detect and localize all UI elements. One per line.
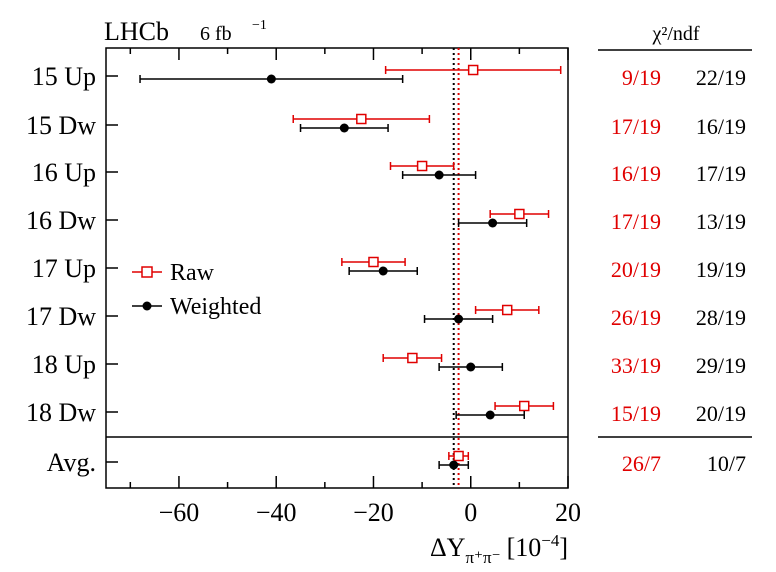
category-label: 17 Dw — [26, 302, 96, 331]
raw-point — [514, 208, 525, 220]
raw-point — [368, 256, 379, 268]
raw-point — [356, 113, 367, 125]
experiment-label: LHCb — [104, 17, 169, 46]
legend-raw-label: Raw — [170, 260, 215, 286]
x-axis-subscript: π⁺π⁻ — [465, 548, 500, 567]
chi2-weighted-value: 29/19 — [696, 353, 746, 378]
luminosity-label: 6 fb — [200, 23, 232, 45]
chi2-weighted-value: 13/19 — [696, 209, 746, 234]
chi2-raw-value: 16/19 — [611, 161, 661, 186]
legend-weighted-label: Weighted — [170, 294, 261, 320]
x-tick-label: 0 — [464, 498, 477, 527]
raw-point — [518, 400, 530, 412]
weighted-point — [434, 170, 444, 180]
category-label: Avg. — [47, 448, 96, 477]
x-axis-unit-exponent: −4 — [541, 531, 560, 550]
raw-point — [467, 64, 479, 76]
chi2-header: χ²/ndf — [651, 23, 699, 45]
chi2-raw-value: 15/19 — [611, 401, 661, 426]
x-tick-label: −40 — [256, 498, 297, 527]
x-axis-title: ΔYπ⁺π⁻ [10−4] — [430, 531, 568, 567]
legend-raw-marker — [141, 266, 153, 278]
weighted-point — [454, 314, 464, 324]
weighted-point — [488, 218, 498, 228]
legend: Raw Weighted — [132, 260, 261, 320]
chi2-raw-value: 26/7 — [622, 451, 661, 476]
x-axis-unit: [10 — [507, 533, 542, 562]
raw-series — [292, 64, 562, 462]
weighted-point — [339, 123, 349, 133]
chi2-weighted-value: 20/19 — [696, 401, 746, 426]
raw-point — [407, 352, 418, 364]
category-labels: 15 Up 15 Dw 16 Up 16 Dw 17 Up 17 Dw 18 Up 18 Dw… — [26, 62, 96, 477]
category-label: 18 Dw — [26, 398, 96, 427]
weighted-point — [266, 74, 276, 84]
chi2-weighted-value: 22/19 — [696, 65, 746, 90]
category-label: 16 Dw — [26, 206, 96, 235]
category-label: 17 Up — [32, 254, 96, 283]
weighted-point — [378, 266, 388, 276]
raw-point — [501, 304, 513, 316]
weighted-point — [466, 362, 476, 372]
chi2-weighted-value: 17/19 — [696, 161, 746, 186]
x-tick-label: −20 — [353, 498, 394, 527]
chi2-raw-value: 20/19 — [611, 257, 661, 282]
raw-point — [416, 160, 428, 172]
category-label: 18 Up — [32, 350, 96, 379]
x-tick-label: −60 — [159, 498, 200, 527]
chi2-raw-value: 26/19 — [611, 305, 661, 330]
chi2-weighted-value: 10/7 — [707, 451, 746, 476]
x-axis: −60 −40 −20 0 20 — [106, 48, 581, 527]
chi2-weighted-value: 16/19 — [696, 114, 746, 139]
category-label: 15 Dw — [26, 111, 96, 140]
chi2-column: 9/19 17/19 16/19 17/19 20/19 26/19 33/19 15/19 2… — [611, 65, 746, 476]
category-label: 16 Up — [32, 158, 96, 187]
x-axis-unit-close: ] — [559, 533, 568, 562]
legend-weighted-marker — [142, 301, 152, 311]
chi2-raw-value: 9/19 — [622, 65, 661, 90]
reference-lines — [452, 48, 460, 488]
chi2-raw-value: 33/19 — [611, 353, 661, 378]
chi2-raw-value: 17/19 — [611, 114, 661, 139]
weighted-point — [449, 460, 459, 470]
x-tick-label: 20 — [555, 498, 581, 527]
chi2-weighted-value: 28/19 — [696, 305, 746, 330]
chi2-weighted-value: 19/19 — [696, 257, 746, 282]
category-label: 15 Up — [32, 62, 96, 91]
weighted-series — [139, 74, 528, 470]
luminosity-exponent: −1 — [252, 18, 267, 33]
weighted-point — [485, 410, 495, 420]
x-axis-symbol: ΔY — [430, 533, 466, 562]
chi2-raw-value: 17/19 — [611, 209, 661, 234]
raw-point — [453, 450, 464, 462]
